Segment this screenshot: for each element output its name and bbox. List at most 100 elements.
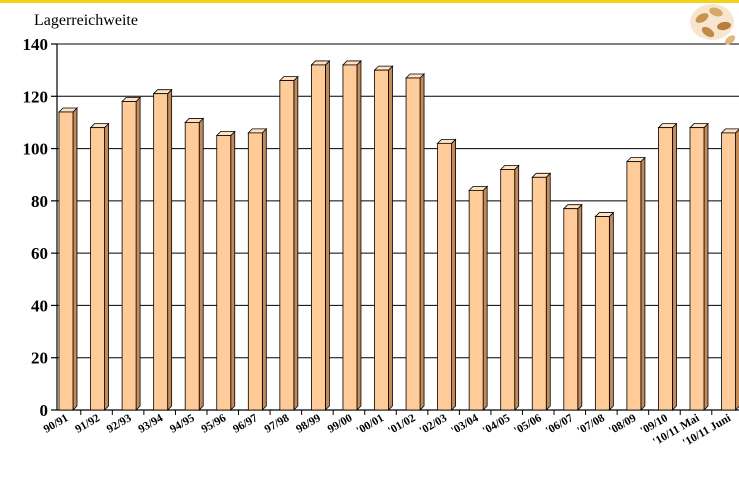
y-tick-label: 40	[31, 296, 48, 315]
bar-front	[310, 64, 326, 411]
x-category-label: 93/94	[136, 412, 165, 436]
x-category-label: '00/01	[355, 412, 387, 437]
bar-front	[58, 111, 74, 411]
bar-front	[437, 142, 453, 411]
bar-front	[468, 189, 484, 411]
bar-front	[90, 127, 105, 411]
accent-bar	[0, 0, 739, 3]
bar	[58, 107, 78, 411]
bar	[121, 96, 142, 411]
x-category-label: 97/98	[263, 412, 292, 436]
bar-front	[500, 169, 516, 411]
bar-side	[72, 107, 78, 411]
x-category-label: 98/99	[294, 412, 323, 436]
x-category-label: 99/00	[326, 412, 355, 436]
bar	[278, 75, 299, 411]
bar-front	[721, 132, 736, 411]
x-category-label: '01/02	[386, 412, 418, 437]
bar	[657, 122, 678, 411]
x-category-label: 95/96	[200, 412, 229, 436]
bar-side	[640, 156, 646, 411]
bar-side	[230, 130, 236, 411]
bar-side	[419, 73, 425, 411]
bar-front	[153, 93, 169, 411]
bar	[215, 130, 236, 411]
y-axis-title: Lagerreichweite	[34, 12, 138, 29]
bar	[531, 172, 552, 411]
x-category-label: '04/05	[481, 412, 513, 437]
bar-side	[167, 88, 173, 411]
bar	[625, 156, 646, 411]
y-tick-label: 20	[31, 349, 48, 368]
bar-side	[451, 138, 457, 411]
bar-side	[672, 122, 677, 411]
x-category-label: '08/09	[607, 412, 639, 437]
y-tick-labels: 0 20 40 60 80 100 120 140	[23, 35, 49, 420]
bar-front	[563, 208, 579, 411]
x-category-label: 94/95	[168, 412, 197, 436]
bar	[373, 65, 394, 411]
bar	[594, 211, 615, 411]
bar-side	[514, 164, 520, 411]
bar-side	[135, 96, 141, 411]
y-tick-label: 60	[31, 244, 48, 263]
bar	[341, 59, 362, 411]
bar	[310, 59, 331, 411]
bar	[247, 127, 268, 411]
bar	[468, 185, 489, 411]
bar-side	[356, 59, 362, 411]
y-tick-label: 100	[23, 140, 49, 159]
bar-front	[279, 80, 295, 411]
y-tick-label: 140	[23, 35, 49, 54]
bar-front	[594, 216, 610, 411]
grain-icon	[690, 4, 736, 45]
x-category-label: '02/03	[418, 412, 450, 437]
bar-front	[216, 135, 232, 411]
x-category-label: 96/97	[231, 412, 260, 436]
axes	[51, 43, 739, 415]
bar-side	[482, 185, 488, 411]
bar-front	[405, 77, 421, 411]
bar-side	[293, 75, 299, 411]
bar-top	[720, 128, 739, 134]
x-category-label: '03/04	[449, 412, 481, 437]
bar-side	[608, 211, 614, 411]
bar-front	[342, 64, 358, 411]
y-tick-label: 0	[40, 401, 49, 420]
bar	[720, 128, 739, 411]
bar	[689, 122, 709, 411]
x-category-label: '06/07	[544, 412, 576, 437]
bar-front	[121, 101, 137, 411]
bar	[499, 164, 520, 411]
y-tick-label: 120	[23, 87, 49, 106]
x-category-label: 91/92	[73, 412, 102, 436]
x-category-labels: 90/91 91/92 92/93 93/94 94/95 95/96 96/97 97/98…	[42, 412, 734, 449]
bar-side	[324, 59, 330, 411]
bar-front	[247, 132, 263, 411]
bar-front	[184, 122, 200, 411]
bar-side	[104, 122, 109, 411]
bar-side	[735, 128, 739, 411]
bar-side	[577, 203, 583, 411]
bar	[562, 203, 583, 411]
bar-front	[531, 176, 547, 411]
bar-side	[388, 65, 393, 411]
x-category-label: 92/93	[105, 412, 134, 436]
bar-front	[689, 127, 705, 411]
bar-front	[658, 127, 673, 411]
bar	[152, 88, 173, 411]
bar	[405, 73, 426, 411]
bar	[184, 117, 205, 411]
y-tick-label: 80	[31, 192, 48, 211]
bar	[436, 138, 457, 411]
bar-side	[703, 122, 709, 411]
bars	[58, 59, 739, 411]
x-category-label: '05/06	[512, 412, 544, 437]
bar-side	[545, 172, 551, 411]
bar	[89, 122, 110, 411]
bar-front	[374, 69, 389, 411]
bar-side	[198, 117, 204, 411]
bar-side	[261, 127, 267, 411]
